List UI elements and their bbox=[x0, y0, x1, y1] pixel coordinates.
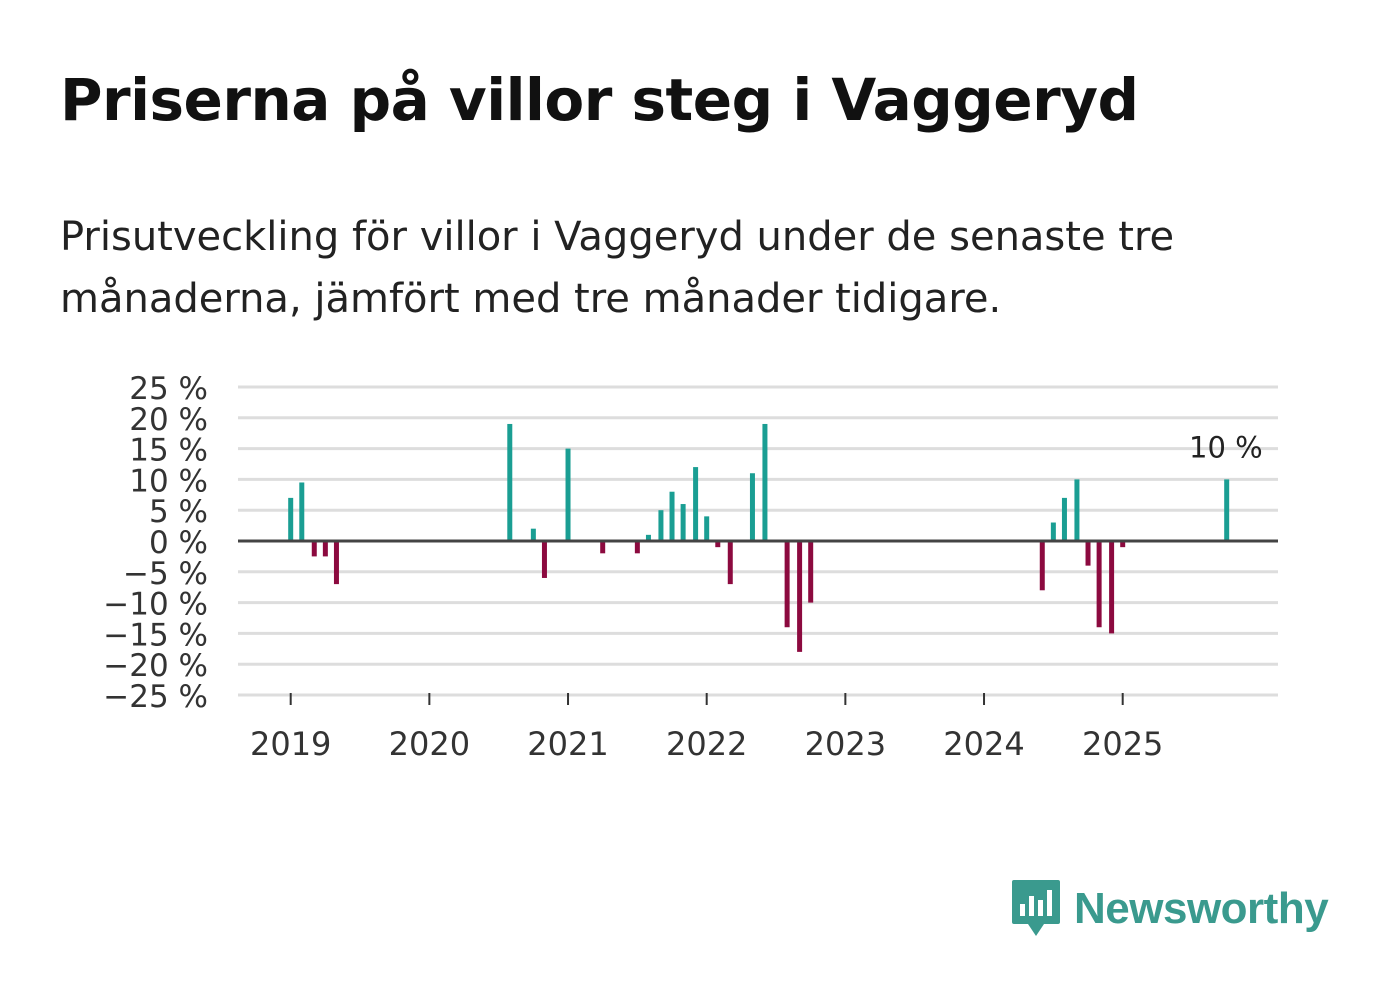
bar bbox=[693, 467, 699, 541]
bar bbox=[808, 541, 814, 603]
bar bbox=[1109, 541, 1115, 634]
y-tick-label: 20 % bbox=[129, 402, 208, 438]
bar bbox=[299, 482, 305, 541]
bar bbox=[784, 541, 790, 628]
bar bbox=[680, 504, 686, 541]
y-tick-label: −15 % bbox=[103, 617, 208, 653]
x-tick-label: 2020 bbox=[389, 725, 470, 763]
x-tick-label: 2024 bbox=[943, 725, 1024, 763]
newsworthy-logo-icon bbox=[1012, 880, 1060, 936]
y-axis-labels: 25 %20 %15 %10 %5 %0 %−5 %−10 %−15 %−20 … bbox=[103, 371, 208, 715]
bar bbox=[541, 541, 547, 578]
bar bbox=[1050, 522, 1056, 541]
y-tick-label: 10 % bbox=[129, 463, 208, 499]
bar bbox=[600, 541, 606, 554]
bar bbox=[333, 541, 339, 585]
y-tick-label: 0 % bbox=[149, 525, 208, 561]
bar bbox=[749, 473, 755, 541]
y-tick-label: −5 % bbox=[123, 556, 208, 592]
bar bbox=[507, 423, 513, 541]
y-tick-label: −20 % bbox=[103, 648, 208, 684]
bar bbox=[1061, 497, 1067, 541]
bar bbox=[715, 541, 721, 548]
grid-lines bbox=[238, 385, 1278, 697]
bar bbox=[645, 534, 651, 541]
x-axis: 2019 2020 2021 2022 2023 2024 2025 bbox=[250, 693, 1163, 763]
y-tick-label: 15 % bbox=[129, 433, 208, 469]
bar bbox=[1039, 541, 1045, 591]
x-tick-label: 2022 bbox=[666, 725, 747, 763]
bar bbox=[1120, 541, 1126, 548]
bar-chart: 25 %20 %15 %10 %5 %0 %−5 %−10 %−15 %−20 … bbox=[103, 371, 1278, 763]
y-tick-label: −25 % bbox=[103, 679, 208, 715]
x-tick-label: 2023 bbox=[805, 725, 886, 763]
bar bbox=[762, 423, 768, 541]
bar bbox=[530, 528, 536, 541]
bar bbox=[669, 491, 675, 541]
newsworthy-logo: Newsworthy bbox=[1010, 878, 1329, 940]
bar bbox=[727, 541, 733, 585]
brand-name: Newsworthy bbox=[1074, 884, 1329, 933]
bar bbox=[288, 497, 294, 541]
bar bbox=[1074, 479, 1080, 541]
chart-subtitle: Prisutveckling för villor i Vaggeryd und… bbox=[60, 214, 1175, 322]
bar bbox=[1096, 541, 1102, 628]
bar bbox=[1085, 541, 1091, 566]
x-tick-label: 2019 bbox=[250, 725, 331, 763]
bar bbox=[634, 541, 640, 554]
x-tick-label: 2021 bbox=[527, 725, 608, 763]
last-value-annotation: 10 % bbox=[1189, 430, 1263, 464]
bar bbox=[704, 516, 710, 541]
chart-title: Priserna på villor steg i Vaggeryd bbox=[60, 66, 1139, 134]
bar bbox=[322, 541, 328, 557]
bar bbox=[1224, 479, 1230, 541]
bar bbox=[311, 541, 317, 557]
bars bbox=[288, 423, 1230, 652]
bar bbox=[658, 510, 664, 541]
y-tick-label: 5 % bbox=[149, 494, 208, 530]
y-tick-label: 25 % bbox=[129, 371, 208, 407]
y-tick-label: −10 % bbox=[103, 587, 208, 623]
bar bbox=[565, 448, 571, 541]
x-tick-label: 2025 bbox=[1082, 725, 1163, 763]
bar bbox=[797, 541, 803, 652]
